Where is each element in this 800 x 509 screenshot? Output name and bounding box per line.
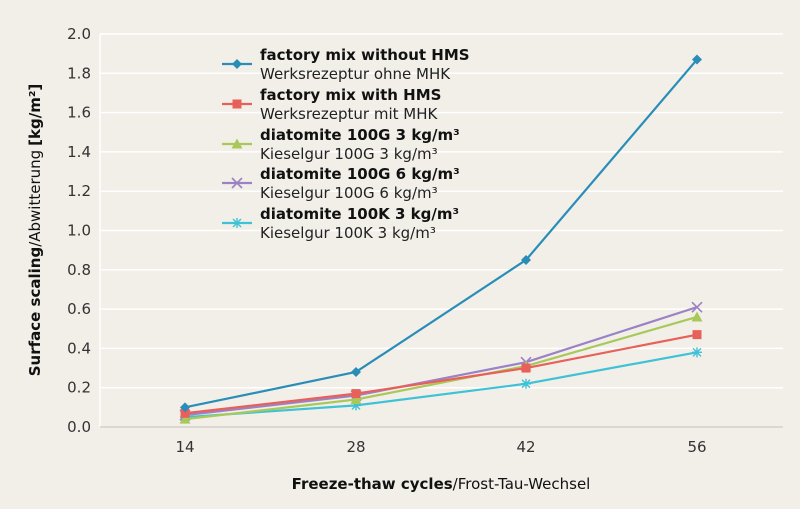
y-axis-title-unit: [kg/m²] (26, 84, 44, 146)
y-tick-label: 0.8 (67, 261, 91, 279)
y-tick-label: 0.4 (67, 339, 91, 357)
data-point (692, 347, 702, 358)
legend-marker (231, 177, 243, 189)
legend-label: factory mix without HMS (260, 46, 470, 64)
data-point (180, 402, 190, 413)
legend-marker (232, 99, 242, 109)
y-axis-title-bold: Surface scaling (26, 247, 44, 376)
series-5 (180, 347, 702, 423)
x-tick-label: 28 (346, 438, 365, 456)
legend-sublabel: Werksrezeptur mit MHK (260, 105, 439, 123)
legend-marker (232, 59, 242, 69)
data-point (351, 389, 361, 399)
data-point (692, 54, 702, 65)
data-point (691, 301, 703, 313)
y-tick-label: 2.0 (67, 25, 91, 43)
series (179, 54, 703, 424)
y-tick-label: 1.8 (67, 64, 91, 82)
data-point (351, 400, 361, 411)
x-tick-label: 56 (687, 438, 706, 456)
series-line (184, 333, 698, 415)
y-tick-label: 0.6 (67, 300, 91, 318)
legend-marker (232, 218, 242, 228)
grid (100, 33, 783, 428)
legend-label: diatomite 100K 3 kg/m³ (260, 205, 459, 223)
data-point (691, 311, 703, 322)
data-point (521, 363, 531, 373)
y-tick-label: 0.0 (67, 418, 91, 436)
y-tick-label: 1.2 (67, 182, 91, 200)
series-line (184, 315, 698, 421)
legend-label: diatomite 100G 3 kg/m³ (260, 126, 460, 144)
series-line (184, 306, 698, 417)
data-point (692, 330, 702, 340)
legend-sublabel: Kieselgur 100G 6 kg/m³ (260, 184, 438, 202)
data-point (521, 254, 531, 265)
legend-label: diatomite 100G 6 kg/m³ (260, 165, 460, 183)
data-point (521, 378, 531, 389)
x-axis-title-rest: /Frost-Tau-Wechsel (453, 475, 591, 493)
legend-marker (231, 138, 243, 149)
x-tick-label: 42 (516, 438, 535, 456)
y-tick-label: 1.4 (67, 143, 91, 161)
x-tick-label: 14 (175, 438, 194, 456)
y-tick-label: 0.2 (67, 379, 91, 397)
legend-label: factory mix with HMS (260, 86, 441, 104)
series-line (184, 351, 698, 419)
y-tick-label: 1.0 (67, 222, 91, 240)
data-point (180, 408, 190, 418)
series-line (184, 58, 698, 409)
x-axis-title: Freeze-thaw cycles/Frost-Tau-Wechsel (292, 475, 591, 493)
y-tick-label: 1.6 (67, 104, 91, 122)
data-point (179, 413, 191, 424)
data-point (351, 366, 361, 377)
x-axis-title-bold: Freeze-thaw cycles (292, 475, 453, 493)
axes: 0.0 0.2 0.4 0.6 0.8 1.0 1.2 1.4 1.6 1.8 2.0 14 28 42 5… (67, 25, 783, 456)
series-1 (180, 54, 702, 413)
y-axis-title-rest: /Abwitterung (26, 150, 44, 247)
series-2 (180, 330, 702, 418)
data-point (350, 393, 362, 404)
legend-sublabel: Kieselgur 100G 3 kg/m³ (260, 145, 438, 163)
legend-sublabel: Kieselgur 100K 3 kg/m³ (260, 224, 436, 242)
legend-sublabel: Werksrezeptur ohne MHK (260, 65, 451, 83)
y-axis-title: Surface scaling/Abwitterung [kg/m²] (26, 84, 44, 377)
